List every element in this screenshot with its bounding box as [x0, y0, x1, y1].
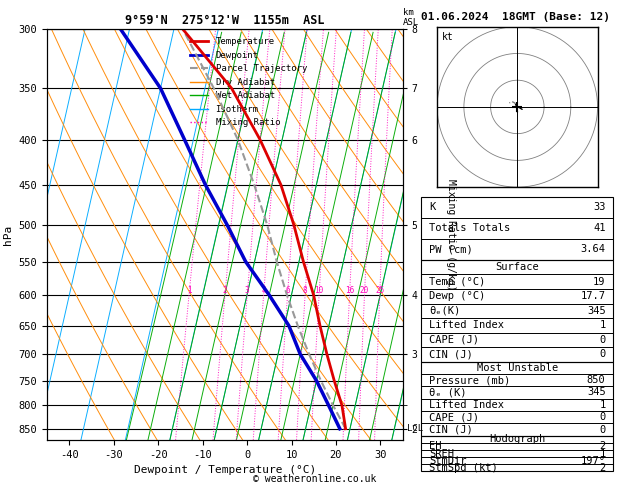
Text: 41: 41: [593, 224, 606, 233]
Text: 10: 10: [314, 286, 324, 295]
Text: SREH: SREH: [429, 449, 454, 459]
Text: LCL: LCL: [407, 424, 423, 433]
Legend: Temperature, Dewpoint, Parcel Trajectory, Dry Adiabat, Wet Adiabat, Isotherm, Mi: Temperature, Dewpoint, Parcel Trajectory…: [187, 34, 311, 131]
Text: 0: 0: [599, 412, 606, 422]
Text: 2: 2: [599, 463, 606, 473]
Text: 0: 0: [599, 349, 606, 359]
Text: Totals Totals: Totals Totals: [429, 224, 510, 233]
Text: 19: 19: [593, 277, 606, 287]
Title: 9°59'N  275°12'W  1155m  ASL: 9°59'N 275°12'W 1155m ASL: [125, 14, 325, 27]
Text: 3.64: 3.64: [581, 244, 606, 255]
Text: Lifted Index: Lifted Index: [429, 400, 504, 410]
Text: © weatheronline.co.uk: © weatheronline.co.uk: [253, 474, 376, 484]
Text: CIN (J): CIN (J): [429, 425, 473, 434]
Text: Most Unstable: Most Unstable: [477, 363, 558, 373]
Text: 345: 345: [587, 387, 606, 398]
Text: km
ASL: km ASL: [403, 8, 419, 27]
Text: StmSpd (kt): StmSpd (kt): [429, 463, 498, 473]
Text: Lifted Index: Lifted Index: [429, 320, 504, 330]
Text: 1: 1: [599, 320, 606, 330]
Text: Pressure (mb): Pressure (mb): [429, 375, 510, 385]
Text: 345: 345: [587, 306, 606, 316]
Text: 25: 25: [375, 286, 384, 295]
Text: kt: kt: [442, 32, 454, 41]
Text: CAPE (J): CAPE (J): [429, 335, 479, 345]
Text: 1: 1: [599, 400, 606, 410]
Text: Temp (°C): Temp (°C): [429, 277, 486, 287]
Text: 4: 4: [261, 286, 266, 295]
Text: Hodograph: Hodograph: [489, 434, 545, 444]
Bar: [421, 436, 613, 471]
Text: 2: 2: [599, 441, 606, 451]
Text: θₑ (K): θₑ (K): [429, 387, 467, 398]
Text: Surface: Surface: [496, 262, 539, 272]
Text: 8: 8: [303, 286, 308, 295]
Text: 1: 1: [187, 286, 191, 295]
X-axis label: Dewpoint / Temperature (°C): Dewpoint / Temperature (°C): [134, 465, 316, 475]
Text: CIN (J): CIN (J): [429, 349, 473, 359]
Bar: [421, 197, 613, 260]
Text: 197°: 197°: [581, 456, 606, 466]
Text: 2: 2: [223, 286, 227, 295]
Text: CAPE (J): CAPE (J): [429, 412, 479, 422]
Y-axis label: Mixing Ratio (g/kg): Mixing Ratio (g/kg): [447, 179, 457, 290]
Text: 01.06.2024  18GMT (Base: 12): 01.06.2024 18GMT (Base: 12): [421, 12, 610, 22]
Text: θₑ(K): θₑ(K): [429, 306, 460, 316]
Text: 33: 33: [593, 202, 606, 212]
Text: Dewp (°C): Dewp (°C): [429, 291, 486, 301]
Bar: [421, 362, 613, 436]
Text: StmDir: StmDir: [429, 456, 467, 466]
Text: 1: 1: [599, 449, 606, 459]
Bar: [421, 260, 613, 362]
Text: 0: 0: [599, 425, 606, 434]
Text: 16: 16: [345, 286, 354, 295]
Text: EH: EH: [429, 441, 442, 451]
Text: K: K: [429, 202, 435, 212]
Y-axis label: hPa: hPa: [3, 225, 13, 244]
Text: 20: 20: [360, 286, 369, 295]
Text: 850: 850: [587, 375, 606, 385]
Text: 6: 6: [285, 286, 290, 295]
Text: 17.7: 17.7: [581, 291, 606, 301]
Text: 3: 3: [245, 286, 250, 295]
Text: 0: 0: [599, 335, 606, 345]
Text: PW (cm): PW (cm): [429, 244, 473, 255]
